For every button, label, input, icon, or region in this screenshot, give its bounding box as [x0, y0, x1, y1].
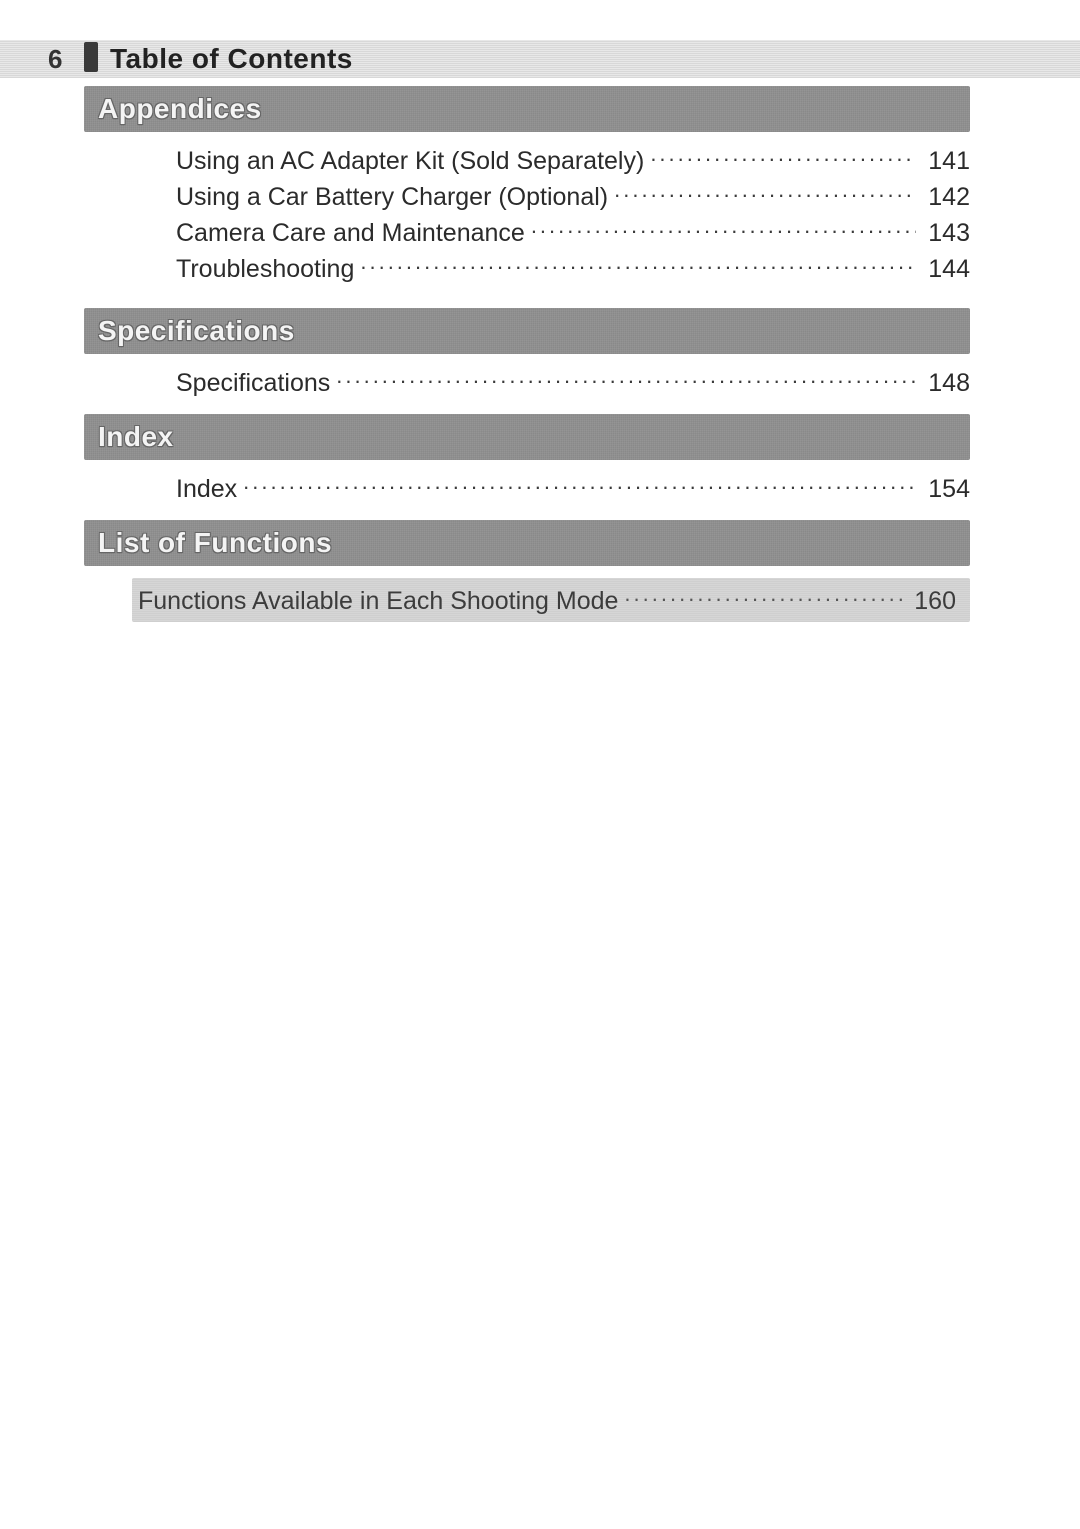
toc-content: Appendices Using an AC Adapter Kit (Sold… — [84, 86, 970, 622]
page-number: 6 — [48, 40, 62, 78]
toc-page: 154 — [922, 475, 970, 504]
section-title: Specifications — [98, 315, 295, 347]
toc-leader — [243, 472, 916, 497]
toc-entries-list-of-functions: Functions Available in Each Shooting Mod… — [132, 578, 970, 622]
toc-leader — [360, 252, 916, 277]
toc-entries-index: Index 154 — [84, 472, 970, 508]
toc-page: 142 — [922, 183, 970, 212]
toc-label: Camera Care and Maintenance — [176, 219, 525, 248]
toc-label: Using a Car Battery Charger (Optional) — [176, 183, 608, 212]
toc-label: Index — [176, 475, 237, 504]
toc-row: Functions Available in Each Shooting Mod… — [138, 584, 956, 616]
page-title: Table of Contents — [110, 40, 353, 78]
toc-label: Using an AC Adapter Kit (Sold Separately… — [176, 147, 644, 176]
toc-leader — [614, 180, 916, 205]
toc-entries-specifications: Specifications 148 — [84, 366, 970, 402]
toc-leader — [650, 144, 916, 169]
section-title: Index — [98, 421, 174, 453]
toc-label: Troubleshooting — [176, 255, 354, 284]
section-band-index: Index — [84, 414, 970, 460]
section-band-appendices: Appendices — [84, 86, 970, 132]
toc-row: Specifications 148 — [176, 366, 970, 402]
section-title: List of Functions — [98, 527, 332, 559]
section-band-list-of-functions: List of Functions — [84, 520, 970, 566]
toc-page: 160 — [908, 587, 956, 616]
toc-row: Troubleshooting 144 — [176, 252, 970, 288]
section-band-specifications: Specifications — [84, 308, 970, 354]
section-title: Appendices — [98, 93, 262, 125]
toc-label: Functions Available in Each Shooting Mod… — [138, 587, 618, 616]
toc-row: Camera Care and Maintenance 143 — [176, 216, 970, 252]
toc-entries-appendices: Using an AC Adapter Kit (Sold Separately… — [84, 144, 970, 288]
toc-page: 148 — [922, 369, 970, 398]
toc-label: Specifications — [176, 369, 330, 398]
toc-leader — [336, 366, 916, 391]
toc-page: 144 — [922, 255, 970, 284]
toc-page: 141 — [922, 147, 970, 176]
toc-leader — [531, 216, 916, 241]
toc-row: Using a Car Battery Charger (Optional) 1… — [176, 180, 970, 216]
toc-row: Using an AC Adapter Kit (Sold Separately… — [176, 144, 970, 180]
header-marker-icon — [84, 42, 98, 72]
toc-page: 143 — [922, 219, 970, 248]
toc-row: Index 154 — [176, 472, 970, 508]
toc-leader — [624, 584, 902, 609]
